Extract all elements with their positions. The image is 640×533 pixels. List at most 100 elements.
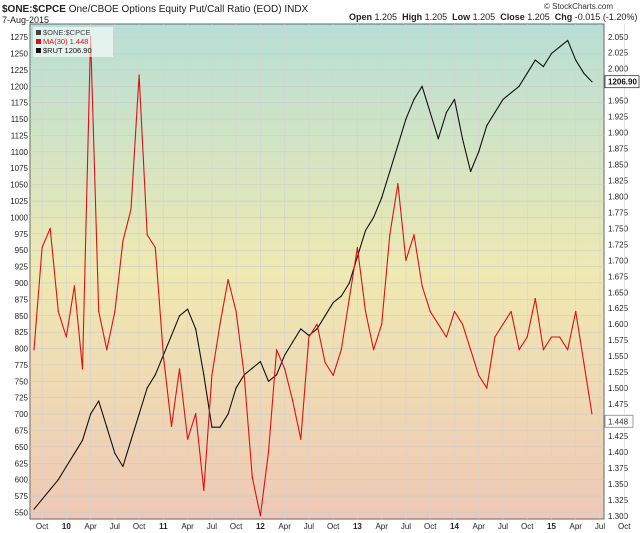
ma-point [146,234,148,236]
left-tick-label: 875 [15,295,29,304]
left-tick-label: 1100 [11,148,29,157]
x-tick-label: Oct [327,522,340,531]
ma-point [470,349,472,351]
ma-point [575,310,577,313]
rut-point [526,72,528,74]
credit: © StockCharts.com [544,2,614,11]
right-tick-label: 1.600 [608,320,629,329]
left-tick-label: 975 [15,230,29,239]
x-tick-label: Apr [84,522,97,531]
rut-point [57,479,59,481]
left-tick-label: 775 [15,361,29,370]
rut-point [429,111,431,114]
left-tick-label: 900 [15,279,29,288]
left-tick-label: 1125 [11,131,29,140]
ma-point [170,425,173,427]
rut-point [65,465,67,468]
rut-point [494,111,496,114]
x-tick-label: Apr [570,522,583,531]
ma-point [421,285,423,287]
rut-point [81,439,84,441]
ma-point [162,355,164,357]
rut-last-badge [604,75,640,89]
ma-point [437,323,439,325]
ma-point [259,515,261,517]
ma-point [65,336,67,338]
x-tick-label: Oct [521,522,534,531]
ma-point [114,310,116,313]
rut-point [170,334,173,337]
x-tick-label: Jul [304,522,314,531]
ma-point [445,336,447,338]
rut-point [41,498,43,500]
ma-point [203,489,205,491]
rut-point [284,354,286,356]
rut-point [122,465,124,468]
rut-point [130,439,132,441]
right-tick-label: 1.525 [608,368,629,377]
rut-point [421,85,423,87]
right-tick-label: 1.875 [608,145,629,154]
ma-point [373,349,375,351]
ma-point [356,246,359,249]
ma-point [340,349,342,351]
rut-point [453,98,456,100]
ma-point [284,368,286,370]
ma-point [389,234,391,236]
rut-point [98,400,100,402]
x-tick-label: Jul [595,522,605,531]
rut-point [397,144,399,146]
right-tick-label: 1.550 [608,352,629,361]
rut-point [138,413,140,415]
chart-date: 7-Aug-2015 [2,15,50,25]
right-tick-label: 1.475 [608,400,629,409]
rut-point [195,328,197,330]
left-tick-label: 1150 [11,115,29,124]
low-value: 1.205 [472,12,496,22]
legend-entry: $RUT 1206.90 [43,46,92,55]
symbol: $ONE:$CPCE [2,4,66,15]
rut-point [259,361,261,363]
left-tick-label: 950 [15,246,29,255]
left-tick-label: 850 [15,312,29,321]
ma-point [49,227,51,229]
left-tick-label: 625 [15,459,29,468]
x-tick-label: 14 [450,522,459,531]
rut-point [567,39,569,41]
ma-point [534,298,536,300]
rut-point [275,374,278,376]
ma-point [33,349,35,351]
right-tick-label: 1.950 [608,97,629,106]
left-tick-label: 750 [15,377,29,386]
ma-point [178,368,181,370]
ma-point [381,323,383,325]
ma-point [550,336,553,338]
rut-point [227,413,229,415]
ma-point [300,438,302,440]
rut-point [591,81,593,83]
x-tick-label: Jul [401,522,411,531]
rut-point [154,374,156,376]
rut-point [316,328,318,330]
x-tick-label: Jul [498,522,508,531]
ma-point [542,349,545,351]
left-tick-label: 825 [15,328,29,337]
ma-point [187,438,189,440]
rut-point [49,488,51,491]
rut-last-value: 1206.90 [608,78,637,87]
right-tick-label: 1.425 [608,432,629,441]
ma-point [324,361,326,364]
x-tick-label: Oct [36,522,49,531]
left-tick-label: 1000 [10,213,28,222]
chg-value: -0.015 (-1.20%) [574,12,638,22]
left-tick-label: 700 [15,410,29,419]
x-tick-label: Oct [133,522,146,531]
right-tick-label: 1.750 [608,224,629,233]
left-tick-label: 550 [15,508,29,517]
x-tick-label: Apr [278,522,291,531]
rut-point [348,282,350,284]
left-tick-label: 575 [15,492,29,501]
x-tick-label: Apr [375,522,388,531]
ma-point [308,336,310,338]
description: One/CBOE Options Equity Put/Call Ratio (… [68,4,282,15]
